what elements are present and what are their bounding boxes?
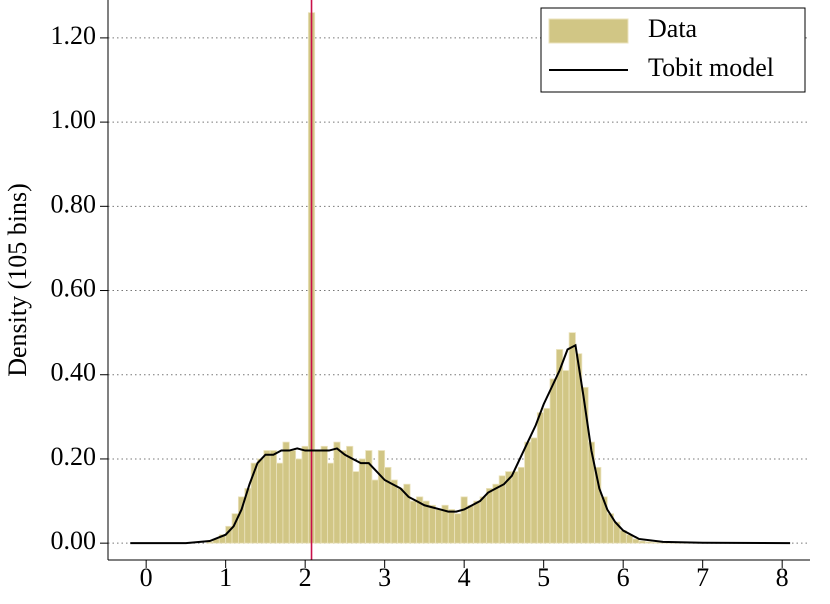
- bar: [301, 445, 309, 544]
- y-tick-label: 1.00: [51, 105, 97, 134]
- bar: [422, 500, 430, 544]
- bar: [460, 496, 468, 544]
- bar: [511, 471, 519, 544]
- x-tick-label: 0: [140, 563, 153, 592]
- x-tick-label: 6: [617, 563, 630, 592]
- bar: [314, 450, 322, 544]
- bar: [288, 450, 297, 544]
- bar: [377, 450, 386, 544]
- legend-label: Data: [648, 14, 698, 43]
- x-tick-label: 4: [458, 563, 471, 592]
- bar: [530, 437, 538, 544]
- bar: [517, 466, 525, 544]
- bar: [327, 462, 335, 544]
- bar: [549, 378, 557, 544]
- bar: [333, 441, 341, 544]
- bar: [435, 509, 443, 544]
- bar: [466, 504, 475, 544]
- bar: [536, 412, 545, 544]
- bar: [479, 496, 487, 544]
- bar: [524, 441, 532, 544]
- bar: [320, 445, 328, 544]
- bar: [263, 450, 271, 544]
- bar: [638, 540, 646, 544]
- bar: [390, 479, 398, 544]
- bar: [562, 370, 570, 544]
- bar: [295, 458, 303, 544]
- bar: [568, 332, 576, 544]
- bar: [352, 471, 360, 544]
- bar: [396, 488, 405, 544]
- bar: [358, 458, 366, 544]
- bar: [269, 450, 277, 544]
- bar: [555, 349, 564, 544]
- bar: [428, 504, 436, 544]
- bar: [447, 509, 456, 544]
- y-tick-label: 0.40: [51, 358, 97, 387]
- bar: [486, 488, 494, 544]
- x-tick-label: 2: [299, 563, 312, 592]
- y-tick-label: 0.60: [51, 273, 97, 302]
- bar: [473, 500, 481, 544]
- y-tick-label: 0.20: [51, 442, 97, 471]
- y-tick-label: 1.20: [51, 21, 97, 50]
- y-tick-label: 0.80: [51, 189, 97, 218]
- bar: [543, 408, 551, 544]
- model-line: [130, 343, 791, 545]
- bar: [384, 466, 392, 544]
- bar: [371, 479, 379, 544]
- bar: [409, 500, 417, 544]
- bar: [645, 541, 653, 544]
- bar: [346, 445, 354, 544]
- x-tick-label: 7: [696, 563, 709, 592]
- legend-swatch: [548, 18, 629, 44]
- bar: [632, 538, 640, 544]
- y-tick-label: 0.00: [51, 526, 97, 555]
- x-tick-label: 5: [537, 563, 550, 592]
- bar: [276, 462, 284, 544]
- bar: [492, 483, 500, 544]
- y-axis-title: Density (105 bins): [3, 183, 32, 377]
- bar: [257, 458, 265, 544]
- legend-label: Tobit model: [648, 53, 774, 82]
- bar: [339, 450, 347, 544]
- x-tick-label: 1: [219, 563, 232, 592]
- bar: [282, 441, 290, 544]
- x-tick-label: 8: [776, 563, 789, 592]
- bar: [651, 541, 659, 544]
- bar: [454, 513, 462, 544]
- x-tick-label: 3: [378, 563, 391, 592]
